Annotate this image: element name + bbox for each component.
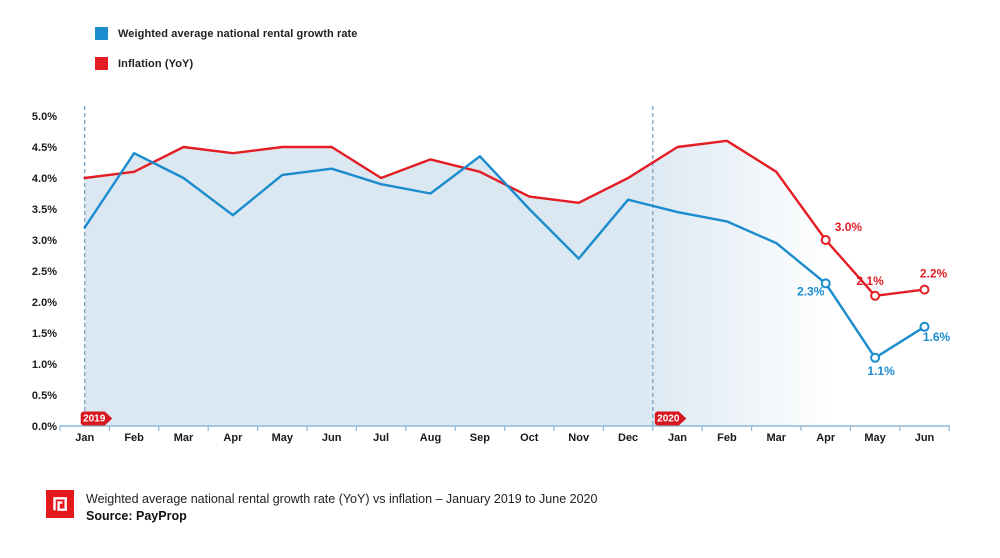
data-point-marker (820, 235, 831, 245)
rental-growth-line (83, 151, 926, 359)
legend-item-inflation: Inflation (YoY) (95, 56, 358, 71)
inflation-series-swatch (95, 57, 108, 70)
legend-label-rental: Weighted average national rental growth … (118, 27, 358, 40)
data-point-marker (870, 352, 881, 363)
x-tick-label: Aug (420, 432, 441, 444)
caption-title: Weighted average national rental growth … (86, 492, 598, 506)
caption-source: Source: PayProp (86, 509, 187, 523)
x-tick-label: Feb (124, 432, 144, 444)
y-tick-label: 4.5% (32, 142, 57, 154)
area-fill (84, 140, 925, 427)
year-badge-label: 2020 (657, 414, 680, 425)
data-point-label: 1.6% (923, 330, 951, 344)
x-tick-label: Mar (174, 432, 194, 444)
x-tick-label: Oct (520, 432, 539, 444)
year-badge (654, 411, 687, 426)
x-tick-label: Jan (75, 432, 94, 444)
legend-item-rental: Weighted average national rental growth … (95, 26, 358, 41)
chart-canvas: Jan Feb Mar Apr May Jun Jul Aug Sep Oct Nov Dec Jan F… (32, 106, 951, 444)
y-tick-label: 4.0% (32, 173, 57, 185)
x-tick-label: Jun (322, 432, 342, 444)
y-tick-label: 2.0% (32, 297, 57, 309)
x-tick-label: Jun (915, 432, 935, 444)
data-point-label: 2.2% (920, 267, 948, 281)
data-point-label: 2.1% (856, 274, 884, 288)
x-tick-label: Apr (816, 432, 836, 444)
legend: Weighted average national rental growth … (95, 26, 358, 86)
y-tick-label: 1.0% (32, 359, 57, 371)
y-tick-label: 0.5% (32, 390, 57, 402)
x-tick-label: Mar (767, 432, 787, 444)
data-point-label: 1.1% (867, 364, 895, 378)
data-point-label: 3.0% (835, 220, 863, 234)
y-tick-label: 0.0% (32, 421, 57, 433)
y-tick-label: 2.5% (32, 266, 57, 278)
year-badge-label: 2019 (83, 414, 106, 425)
data-point-marker (919, 284, 930, 295)
x-tick-label: Nov (568, 432, 590, 444)
x-tick-label: Dec (618, 432, 638, 444)
x-tick-label: Apr (223, 432, 243, 444)
data-point-marker (870, 290, 881, 301)
rental-series-swatch (95, 27, 108, 40)
x-tick-label: May (864, 432, 886, 444)
data-point-marker (820, 278, 831, 289)
data-point-label: 2.3% (797, 284, 825, 298)
chart-caption: Weighted average national rental growth … (46, 490, 597, 525)
legend-label-inflation: Inflation (YoY) (118, 57, 194, 70)
y-tick-label: 3.0% (32, 235, 57, 247)
y-tick-label: 5.0% (32, 111, 57, 123)
x-tick-label: Feb (717, 432, 737, 444)
x-tick-label: Jul (373, 432, 389, 444)
data-point-marker (919, 321, 930, 332)
x-tick-label: May (272, 432, 294, 444)
year-badge (80, 411, 113, 426)
payprop-logo-icon (46, 490, 74, 518)
y-tick-label: 1.5% (32, 328, 57, 340)
y-tick-label: 3.5% (32, 204, 57, 216)
x-tick-label: Sep (470, 432, 490, 444)
x-tick-label: Jan (668, 432, 687, 444)
